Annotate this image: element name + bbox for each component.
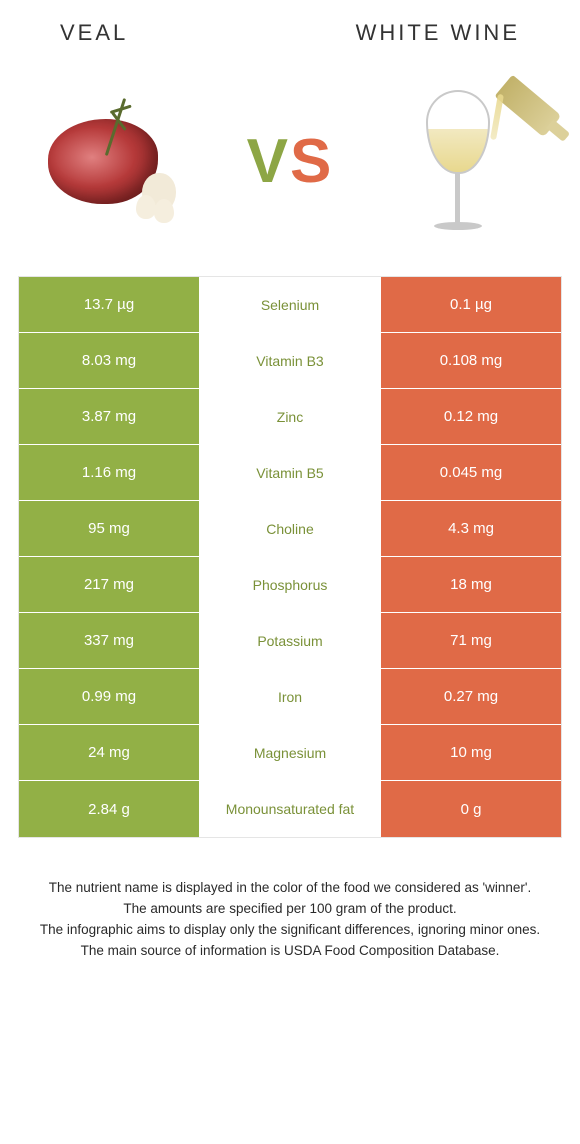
images-row: VS [0, 56, 580, 276]
vs-s: S [290, 126, 333, 197]
right-value: 0.108 mg [381, 333, 561, 388]
garlic-icon [154, 199, 174, 223]
nutrient-label: Vitamin B5 [199, 445, 381, 500]
pour-icon [490, 94, 504, 140]
footnote-line: The infographic aims to display only the… [30, 920, 550, 941]
nutrient-label: Choline [199, 501, 381, 556]
table-row: 8.03 mgVitamin B30.108 mg [19, 333, 561, 389]
bottle-icon [494, 75, 561, 138]
header: VEAL WHITE WINE [0, 0, 580, 56]
table-row: 3.87 mgZinc0.12 mg [19, 389, 561, 445]
right-value: 0.045 mg [381, 445, 561, 500]
nutrient-label: Phosphorus [199, 557, 381, 612]
wine-image [400, 76, 540, 246]
nutrient-label: Iron [199, 669, 381, 724]
right-value: 0 g [381, 781, 561, 837]
glass-stem-icon [455, 172, 460, 226]
footnotes: The nutrient name is displayed in the co… [0, 838, 580, 962]
right-food-title: WHITE WINE [356, 20, 520, 46]
garlic-icon [136, 195, 156, 219]
left-value: 0.99 mg [19, 669, 199, 724]
left-value: 13.7 µg [19, 277, 199, 332]
nutrient-label: Vitamin B3 [199, 333, 381, 388]
table-row: 337 mgPotassium71 mg [19, 613, 561, 669]
footnote-line: The main source of information is USDA F… [30, 941, 550, 962]
table-row: 1.16 mgVitamin B50.045 mg [19, 445, 561, 501]
left-value: 2.84 g [19, 781, 199, 837]
left-food-title: VEAL [60, 20, 128, 46]
nutrient-label: Zinc [199, 389, 381, 444]
left-value: 8.03 mg [19, 333, 199, 388]
vs-v: V [247, 126, 290, 197]
nutrient-label: Monounsaturated fat [199, 781, 381, 837]
nutrient-label: Potassium [199, 613, 381, 668]
table-row: 2.84 gMonounsaturated fat0 g [19, 781, 561, 837]
veal-image [40, 91, 180, 231]
footnote-line: The nutrient name is displayed in the co… [30, 878, 550, 899]
left-value: 95 mg [19, 501, 199, 556]
right-value: 0.27 mg [381, 669, 561, 724]
right-value: 71 mg [381, 613, 561, 668]
right-value: 4.3 mg [381, 501, 561, 556]
table-row: 0.99 mgIron0.27 mg [19, 669, 561, 725]
table-row: 95 mgCholine4.3 mg [19, 501, 561, 557]
left-value: 1.16 mg [19, 445, 199, 500]
glass-base-icon [434, 222, 482, 230]
right-value: 0.1 µg [381, 277, 561, 332]
table-row: 24 mgMagnesium10 mg [19, 725, 561, 781]
nutrient-label: Magnesium [199, 725, 381, 780]
left-value: 337 mg [19, 613, 199, 668]
glass-bowl-icon [426, 90, 490, 174]
table-row: 13.7 µgSelenium0.1 µg [19, 277, 561, 333]
right-value: 0.12 mg [381, 389, 561, 444]
right-value: 18 mg [381, 557, 561, 612]
left-value: 3.87 mg [19, 389, 199, 444]
right-value: 10 mg [381, 725, 561, 780]
nutrient-label: Selenium [199, 277, 381, 332]
left-value: 24 mg [19, 725, 199, 780]
vs-label: VS [247, 126, 334, 197]
nutrition-table: 13.7 µgSelenium0.1 µg8.03 mgVitamin B30.… [18, 276, 562, 838]
table-row: 217 mgPhosphorus18 mg [19, 557, 561, 613]
footnote-line: The amounts are specified per 100 gram o… [30, 899, 550, 920]
left-value: 217 mg [19, 557, 199, 612]
